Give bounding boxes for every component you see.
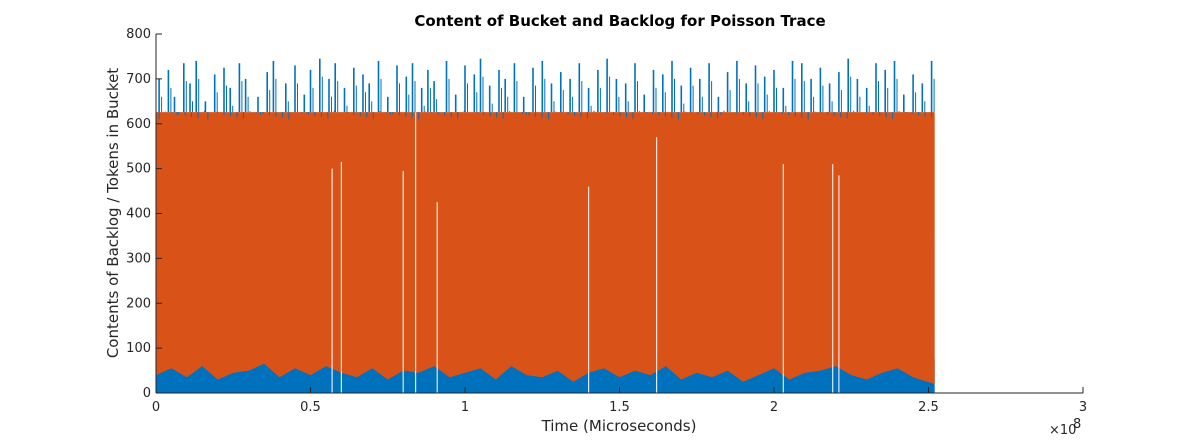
x-tick-label: 1 (461, 400, 469, 415)
y-tick-label: 0 (143, 386, 151, 401)
y-tick-label: 300 (126, 251, 151, 266)
y-axis-label: Contents of Backlog / Tokens in Bucket (104, 68, 122, 358)
y-tick-label: 500 (126, 162, 151, 177)
x-tick-label: 0.5 (300, 400, 321, 415)
x-axis-label: Time (Microseconds) (541, 417, 697, 435)
plot-area (156, 58, 935, 393)
x-exponent: ×10 8 (1049, 417, 1081, 438)
x-tick-label: 2.5 (918, 400, 939, 415)
y-axis-ticks: 0 100 200 300 400 500 600 700 800 (126, 27, 162, 401)
chart-title: Content of Bucket and Backlog for Poisso… (414, 12, 825, 30)
y-tick-label: 600 (126, 117, 151, 132)
x-exponent-power: 8 (1073, 417, 1081, 432)
x-tick-label: 1.5 (609, 400, 630, 415)
x-exponent-base: ×10 (1049, 423, 1076, 438)
y-tick-label: 800 (126, 27, 151, 42)
series-orange-band (156, 112, 935, 385)
y-tick-label: 400 (126, 207, 151, 222)
y-tick-label: 100 (126, 341, 151, 356)
x-axis-ticks: 0 0.5 1 1.5 2 2.5 3 (152, 387, 1087, 415)
x-tick-label: 2 (770, 400, 778, 415)
y-tick-label: 200 (126, 296, 151, 311)
x-tick-label: 0 (152, 400, 160, 415)
y-tick-label: 700 (126, 72, 151, 87)
x-tick-label: 3 (1079, 400, 1087, 415)
